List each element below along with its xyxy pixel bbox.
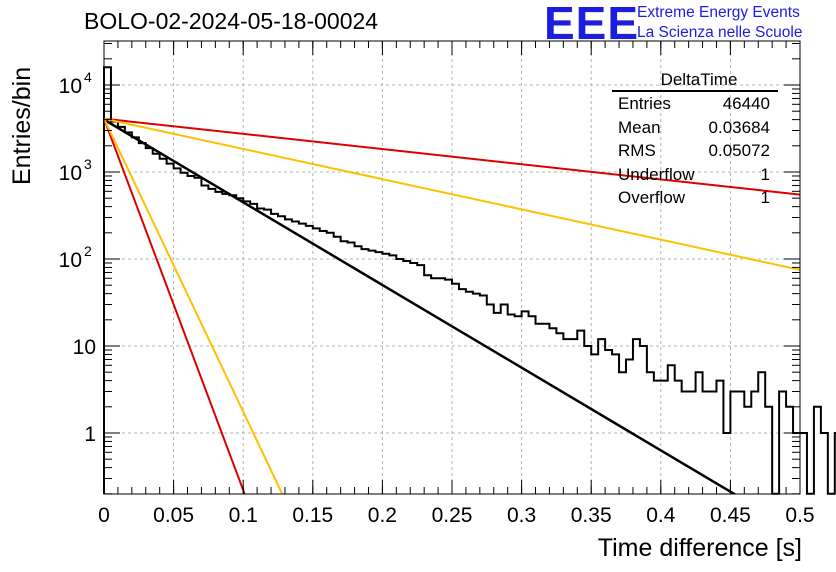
y-tick-label: 10 [73, 336, 96, 359]
chart-title: BOLO-02-2024-05-18-00024 [84, 8, 379, 34]
y-tick-label: 10 [59, 75, 82, 98]
x-tick-label: 0.15 [292, 504, 333, 527]
stats-label: Underflow [618, 164, 695, 184]
stats-value: 1 [760, 188, 770, 207]
stats-label: Mean [618, 117, 661, 137]
stats-title: DeltaTime [660, 70, 738, 89]
logo-line-2: La Scienza nelle Scuole [637, 24, 803, 41]
stats-value: 0.03684 [708, 117, 770, 137]
x-tick-label: 0.35 [571, 504, 612, 527]
plot-area [103, 66, 836, 495]
grid-lines [104, 41, 800, 494]
stats-box: DeltaTime Entries 46440 Mean 0.03684 RMS… [610, 70, 780, 210]
x-tick-label: 0.25 [432, 504, 473, 527]
y-tick-label: 10 [59, 162, 82, 185]
x-tick-label: 0.2 [368, 504, 397, 527]
stats-row-overflow: Overflow 1 [610, 186, 780, 210]
stats-label: Overflow [618, 188, 686, 207]
stats-value: 0.05072 [708, 141, 770, 160]
series-line-4 [104, 118, 246, 494]
stats-row-entries: Entries 46440 [610, 92, 780, 116]
stats-label: Entries [618, 94, 671, 113]
y-tick-exponent: 3 [84, 156, 92, 172]
series-line-5 [104, 118, 284, 494]
series-line-3 [104, 117, 800, 271]
y-tick-label: 10 [59, 249, 82, 272]
logo-line-1: Extreme Energy Events [637, 4, 800, 21]
stats-label: RMS [618, 141, 656, 160]
stats-divider [612, 90, 778, 92]
axes: 0 0.05 0.1 0.15 0.2 0.25 0.3 0.35 0.4 0.45 0.5 1 10 1… [59, 40, 815, 527]
x-tick-label: 0.05 [153, 504, 194, 527]
series-line-1 [104, 118, 737, 494]
stats-value: 46440 [722, 94, 770, 113]
histogram-steps [103, 66, 836, 495]
y-tick-label: 1 [84, 423, 96, 446]
stats-row-mean: Mean 0.03684 [610, 116, 780, 140]
stats-value: 1 [760, 164, 770, 184]
eee-logo: EEE [544, 0, 640, 49]
x-tick-label: 0.1 [229, 504, 258, 527]
y-tick-exponent: 4 [84, 69, 92, 85]
series-line-2 [104, 117, 800, 196]
x-tick-label: 0.4 [646, 504, 676, 527]
x-tick-label: 0.3 [507, 504, 536, 527]
x-axis-label: Time difference [s] [597, 534, 802, 562]
x-tick-label: 0.45 [710, 504, 751, 527]
x-tick-label: 0 [98, 504, 110, 527]
x-tick-label: 0.5 [785, 504, 814, 527]
stats-row-underflow: Underflow 1 [610, 163, 780, 187]
stats-row-rms: RMS 0.05072 [610, 139, 780, 163]
y-tick-exponent: 2 [84, 243, 92, 259]
y-axis-label: Entries/bin [8, 66, 36, 185]
